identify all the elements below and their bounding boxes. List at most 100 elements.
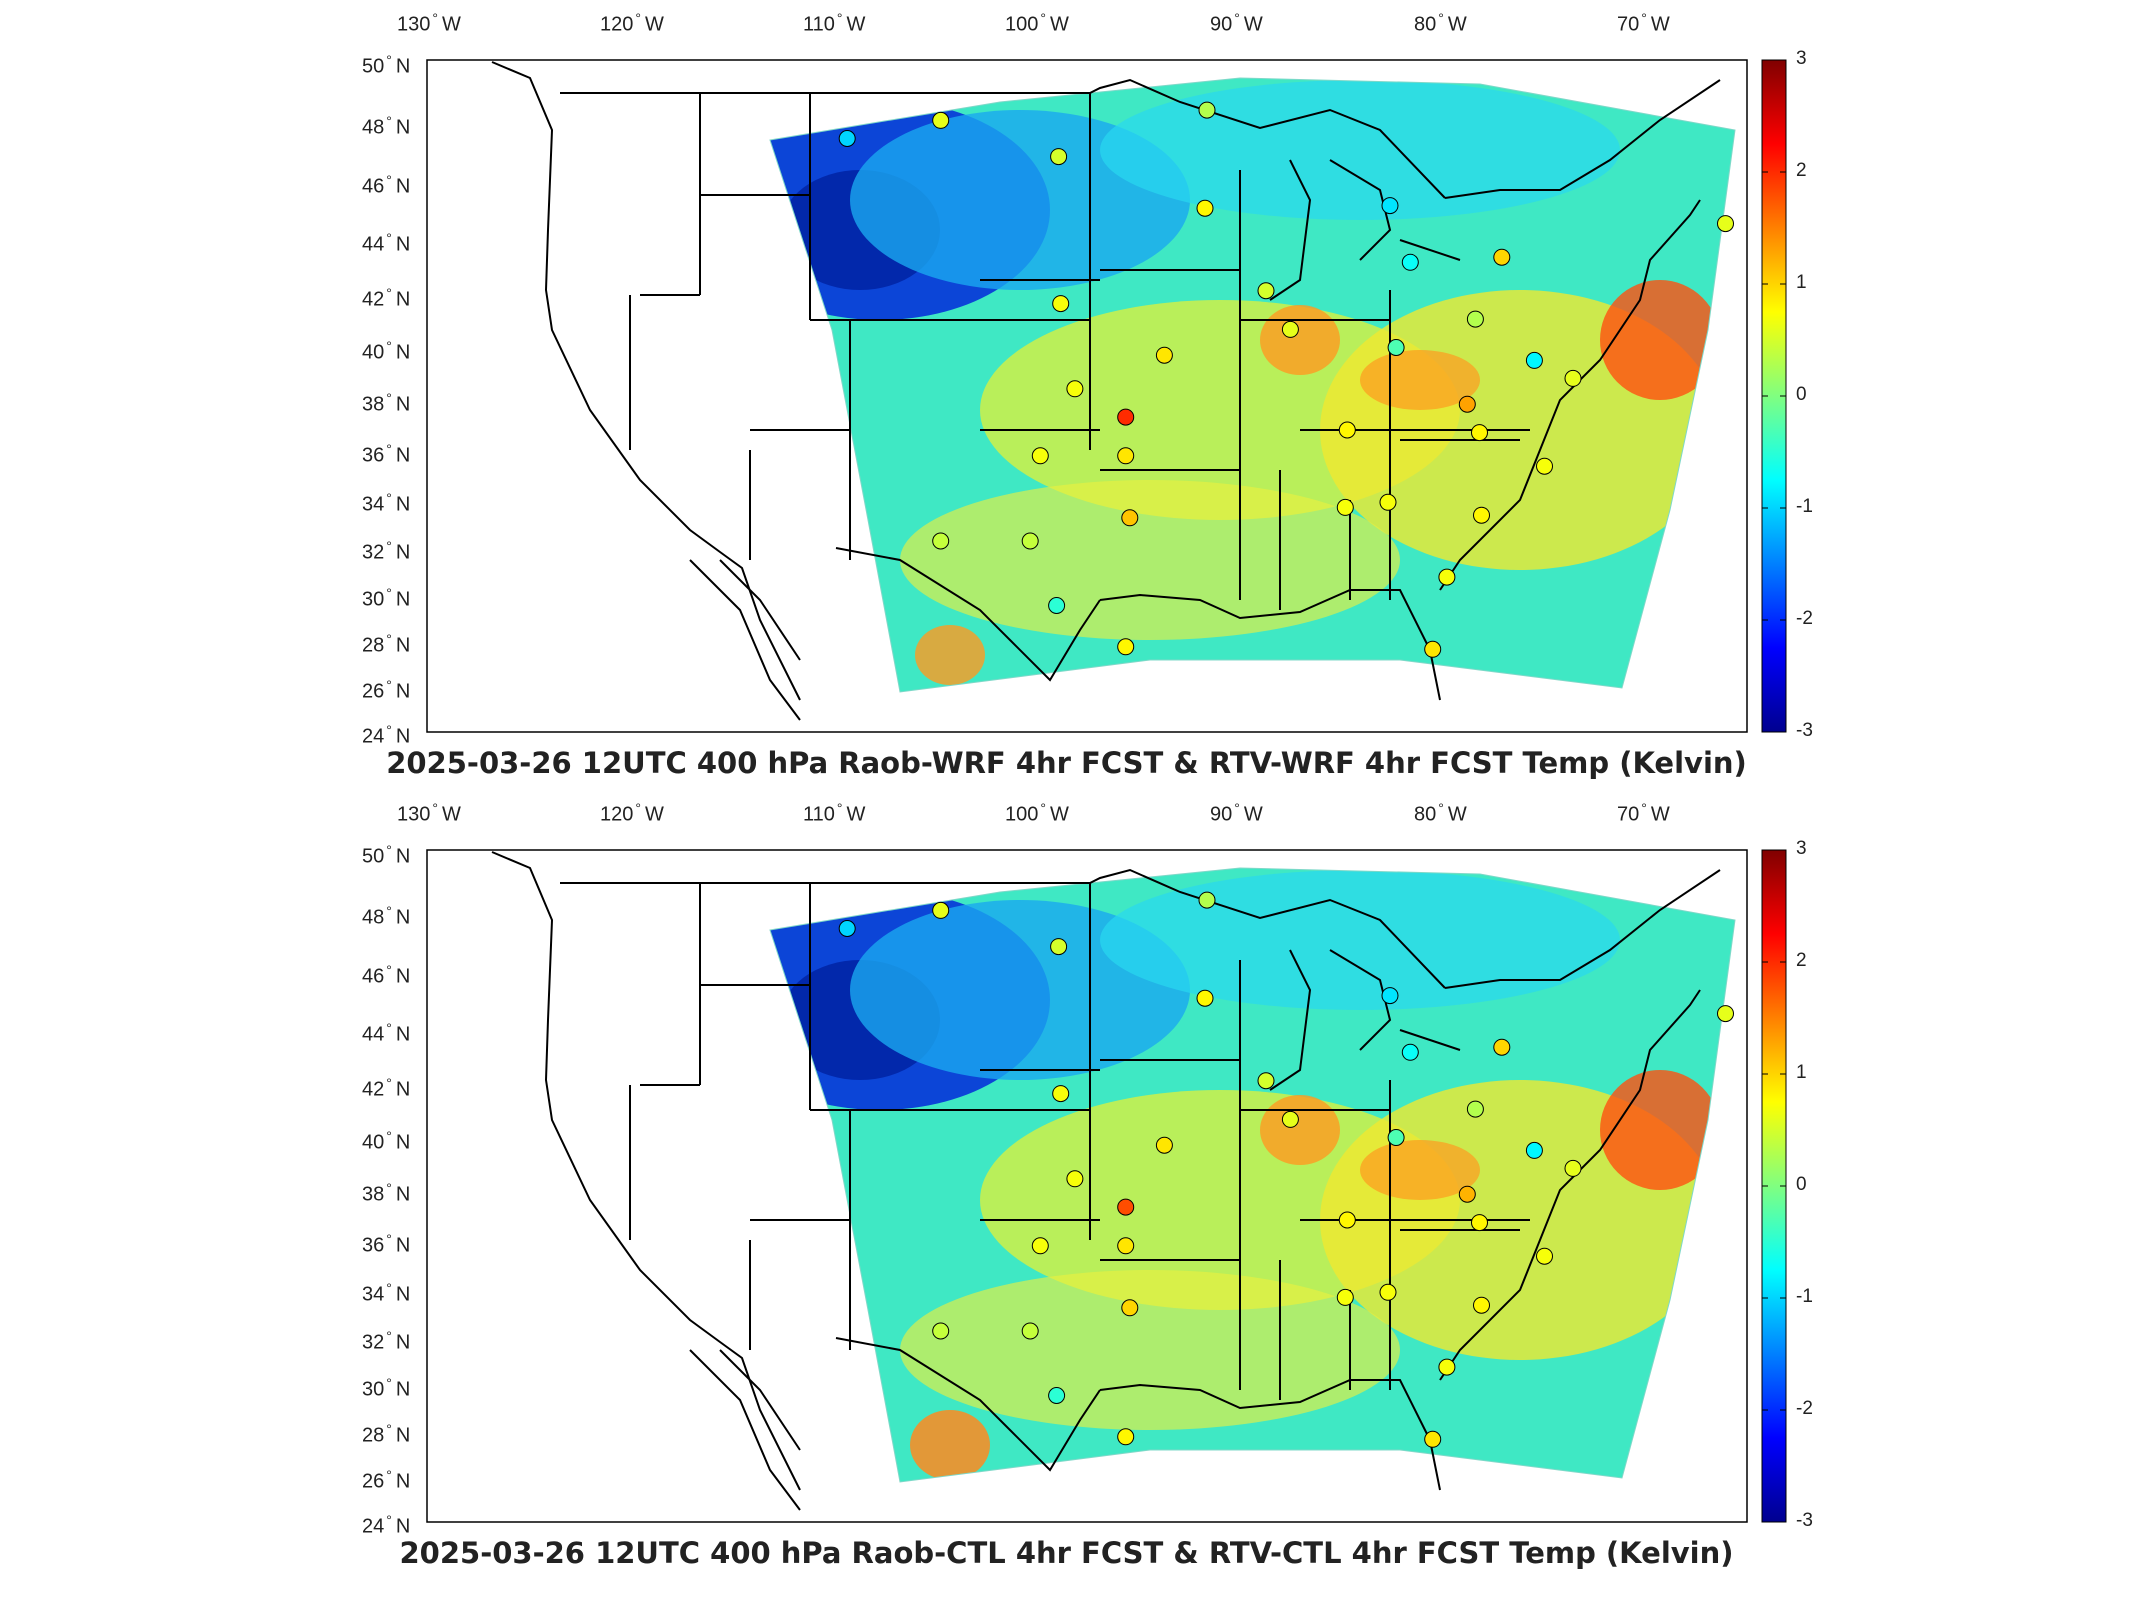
station-marker [1052, 1085, 1070, 1103]
station-marker [1117, 1428, 1135, 1446]
station-marker [1257, 1072, 1275, 1090]
state-line-2 [629, 294, 1520, 610]
station-marker [1381, 987, 1399, 1005]
station-marker [1473, 1296, 1490, 1314]
lat-label: 30 ° N [362, 585, 411, 611]
station-marker [1387, 339, 1405, 356]
us-canada-border [560, 868, 1446, 989]
lat-label: 48 ° N [362, 113, 411, 139]
colorbar-tick-label: 1 [1796, 272, 1807, 293]
station-marker [1717, 1005, 1734, 1023]
west-coastline [491, 61, 801, 701]
warm-core-texas [910, 1410, 990, 1480]
southern-border [835, 1337, 1101, 1472]
state-line-2 [629, 1084, 1520, 1400]
lat-label: 42 ° N [362, 1075, 411, 1101]
station-marker [1066, 1170, 1084, 1188]
colorbar-ticks [1762, 849, 1786, 1523]
field-outline [769, 867, 1736, 1483]
station-marker [838, 130, 856, 147]
station-marker [1031, 1237, 1049, 1255]
northeast-border [1444, 869, 1721, 989]
warm-core-texas [915, 625, 985, 685]
lat-label: 36 ° N [362, 1231, 411, 1257]
station-marker [1121, 509, 1139, 527]
station-marker [1466, 1100, 1484, 1118]
station-marker [1121, 1299, 1139, 1317]
lon-label: 120 ° W [600, 10, 664, 36]
lat-label: 40 ° N [362, 1128, 411, 1154]
panel-title: 2025-03-26 12UTC 400 hPa Raob-WRF 4hr FC… [386, 746, 1747, 780]
warm-band-south [900, 1270, 1400, 1430]
lat-label: 34 ° N [362, 1280, 411, 1306]
station-marker [932, 532, 950, 550]
lat-label: 26 ° N [362, 677, 411, 703]
lat-label: 36 ° N [362, 441, 411, 467]
northeast-border [1444, 79, 1721, 199]
temperature-field [769, 77, 1736, 693]
station-marker [1473, 506, 1490, 524]
station-marker [1525, 1141, 1543, 1159]
station-marker [1564, 1159, 1582, 1177]
station-marker [1338, 1211, 1356, 1229]
lon-label: 110 ° W [803, 10, 866, 36]
lat-label: 48 ° N [362, 903, 411, 929]
stations [838, 101, 1734, 658]
station-marker [1401, 253, 1419, 271]
station-marker [1117, 447, 1135, 465]
lon-label: 130 ° W [397, 800, 461, 826]
lat-label: 46 ° N [362, 962, 411, 988]
station-marker [1466, 310, 1484, 328]
colorbar-tick-label: 2 [1796, 950, 1807, 971]
station-marker [1493, 248, 1511, 266]
lon-label: 70 ° W [1617, 10, 1670, 36]
lon-label: 90 ° W [1210, 800, 1263, 826]
station-marker [1021, 1322, 1039, 1340]
lat-label: 24 ° N [362, 1512, 411, 1538]
station-marker [1281, 1110, 1299, 1128]
station-marker [1381, 197, 1399, 215]
panel-bottom: 130 ° W 120 ° W 110 ° W 100 ° W 90 ° W 80 ° W 70 ° W 5… [0, 790, 2133, 1600]
station-marker [1458, 1185, 1476, 1203]
colorbar-tick-label: 0 [1796, 384, 1807, 405]
station-marker [1117, 408, 1135, 426]
station-marker [1050, 148, 1068, 166]
warm-core-atlantic [1600, 1070, 1720, 1190]
lon-label: 90 ° W [1210, 10, 1263, 36]
lon-label: 110 ° W [803, 800, 866, 826]
field-outline [769, 77, 1736, 693]
field-blobs [770, 870, 1720, 1480]
colorbar-tick-label: 1 [1796, 1062, 1807, 1083]
station-marker [1155, 1136, 1173, 1154]
colorbar-tick-label: 3 [1796, 48, 1807, 69]
station-marker [1493, 1038, 1511, 1056]
lon-label: 70 ° W [1617, 800, 1670, 826]
colorbar-ticks [1762, 59, 1786, 733]
station-marker [1031, 447, 1049, 465]
lat-label: 38 ° N [362, 1180, 411, 1206]
station-marker [1257, 282, 1275, 300]
gulf-coast [1099, 1379, 1441, 1491]
station-marker [932, 1322, 950, 1340]
station-marker [1066, 380, 1084, 398]
station-marker [1336, 1288, 1354, 1306]
lon-label: 80 ° W [1414, 800, 1467, 826]
lat-label: 24 ° N [362, 722, 411, 748]
station-marker [932, 111, 950, 129]
station-marker [1117, 1198, 1135, 1216]
warm-band-south [900, 480, 1400, 640]
panel-top: 130 ° W 120 ° W 110 ° W 100 ° W 90 ° W 80 ° W 70 ° W 5… [0, 0, 2133, 790]
cool-anomaly-lakes [1100, 80, 1620, 220]
lon-label: 100 ° W [1005, 800, 1069, 826]
map-boundaries [491, 851, 1721, 1511]
station-marker [1021, 532, 1039, 550]
station-marker [1717, 215, 1734, 233]
map-frame [426, 849, 1748, 1523]
colorbar-tick-label: -1 [1796, 1286, 1813, 1307]
station-marker [1048, 597, 1066, 614]
station-marker [1401, 1043, 1419, 1061]
station-marker [838, 920, 856, 937]
station-marker [1471, 424, 1488, 442]
station-marker [1438, 568, 1456, 586]
station-marker [1438, 1358, 1456, 1376]
